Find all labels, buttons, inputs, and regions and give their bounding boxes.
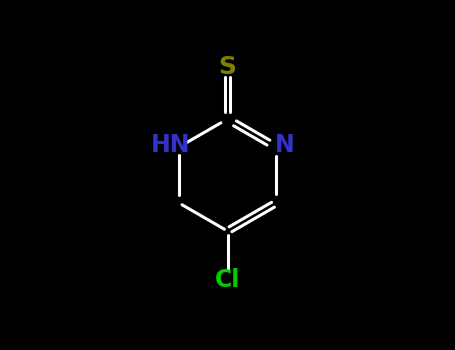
Text: Cl: Cl — [215, 268, 240, 292]
Text: HN: HN — [151, 133, 190, 157]
Text: S: S — [218, 55, 237, 78]
Text: N: N — [275, 133, 295, 157]
